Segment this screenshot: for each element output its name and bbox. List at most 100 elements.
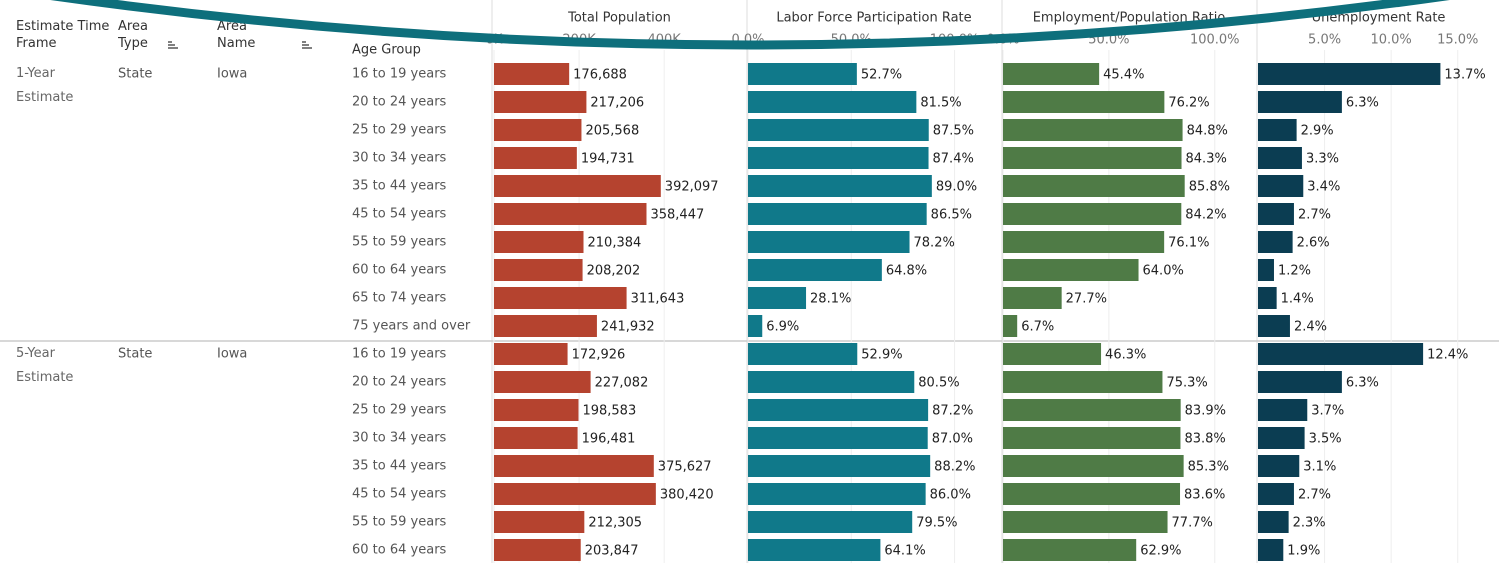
value-label: 12.4% [1427,348,1468,363]
bar [748,231,910,253]
row-area-name: Iowa [217,67,247,82]
value-label: 64.1% [884,544,925,559]
bar [1258,315,1290,337]
bar [494,63,570,85]
bar [1003,147,1182,169]
value-label: 2.6% [1297,236,1330,251]
value-label: 212,305 [588,516,642,531]
value-label: 84.3% [1186,152,1227,167]
row-age-group: 35 to 44 years [352,179,447,194]
row-age-group: 55 to 59 years [352,515,447,530]
bar [494,147,577,169]
value-label: 52.7% [861,68,902,83]
bar [1003,371,1163,393]
bar [1258,175,1304,197]
value-label: 205,568 [585,124,639,139]
bar [748,371,915,393]
value-label: 6.7% [1021,320,1054,335]
row-age-group: 25 to 29 years [352,123,447,138]
row-age-group: 20 to 24 years [352,375,447,390]
value-label: 45.4% [1103,68,1144,83]
value-label: 210,384 [588,236,642,251]
value-label: 2.4% [1294,320,1327,335]
row-age-group: 16 to 19 years [352,347,447,362]
value-label: 85.8% [1189,180,1230,195]
value-label: 78.2% [914,236,955,251]
row-age-group: 30 to 34 years [352,431,447,446]
bar [748,63,857,85]
row-age-group: 35 to 44 years [352,459,447,474]
bar [494,119,582,141]
value-label: 62.9% [1140,544,1181,559]
bar [1003,203,1182,225]
value-label: 79.5% [916,516,957,531]
bar [1003,511,1168,533]
bar [748,343,858,365]
bar [748,147,929,169]
value-label: 2.7% [1298,488,1331,503]
bar [494,399,579,421]
value-label: 64.0% [1143,264,1184,279]
value-label: 13.7% [1444,68,1485,83]
x-tick-label: 100.0% [1190,33,1240,48]
bar [494,287,627,309]
bar [494,343,568,365]
bar [748,539,881,561]
bar [1258,147,1302,169]
bar [494,259,583,281]
value-label: 392,097 [665,180,719,195]
row-area-type: State [118,67,152,82]
bar [1258,483,1294,505]
bar [1258,427,1305,449]
value-label: 227,082 [595,376,649,391]
bar [494,455,654,477]
bar [1258,231,1293,253]
row-area-type: State [118,347,152,362]
row-age-group: 60 to 64 years [352,263,447,278]
bar [1003,91,1165,113]
bar [1003,427,1181,449]
row-age-group: 45 to 54 years [352,207,447,222]
row-age-group: 75 years and over [352,319,471,334]
value-label: 87.4% [933,152,974,167]
bar [1003,399,1181,421]
value-label: 86.0% [930,488,971,503]
bar [748,203,927,225]
value-label: 83.6% [1184,488,1225,503]
value-label: 64.8% [886,264,927,279]
value-label: 77.7% [1172,516,1213,531]
value-label: 88.2% [934,460,975,475]
bar [1003,231,1165,253]
bar [494,175,661,197]
value-label: 3.4% [1307,180,1340,195]
row-area-name: Iowa [217,347,247,362]
value-label: 85.3% [1188,460,1229,475]
value-label: 76.2% [1168,96,1209,111]
value-label: 6.3% [1346,376,1379,391]
sort-icon[interactable] [302,41,312,49]
bar [1258,91,1342,113]
bar [1258,203,1294,225]
bar [748,119,929,141]
bar [1258,119,1297,141]
value-label: 217,206 [590,96,644,111]
bar [748,315,763,337]
header-age-group: Age Group [352,43,421,58]
value-label: 311,643 [631,292,685,307]
x-tick-label: 15.0% [1437,33,1478,48]
value-label: 3.5% [1309,432,1342,447]
bar [1003,287,1062,309]
header-text: Estimate Time Frame [16,19,110,51]
value-label: 87.2% [932,404,973,419]
bar [494,315,597,337]
bar [494,203,647,225]
value-label: 6.3% [1346,96,1379,111]
value-label: 6.9% [766,320,799,335]
bar [748,455,931,477]
sort-icon[interactable] [168,41,178,49]
bar [494,427,578,449]
row-age-group: 16 to 19 years [352,67,447,82]
value-label: 198,583 [582,404,636,419]
row-age-group: 60 to 64 years [352,543,447,558]
value-label: 1.2% [1278,264,1311,279]
